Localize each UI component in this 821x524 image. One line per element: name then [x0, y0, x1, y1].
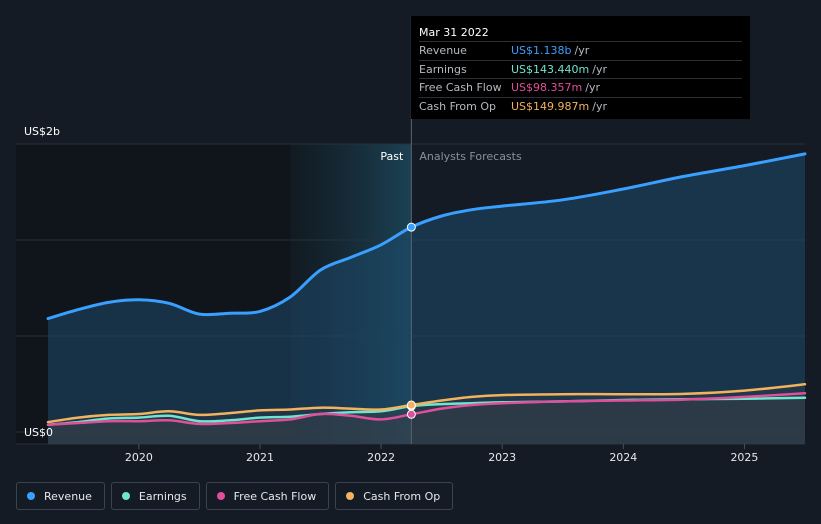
legend-item-cash-from-op[interactable]: Cash From Op [335, 482, 454, 510]
tooltip-unit: /yr [585, 81, 600, 94]
legend-item-free-cash-flow[interactable]: Free Cash Flow [205, 482, 330, 510]
x-tick-label: 2025 [730, 451, 758, 464]
line-revenue [46, 152, 807, 321]
line-cash-from-op [46, 383, 807, 424]
tooltip-row-cash-from-op: Cash From Op US$149.987m /yr [419, 96, 742, 116]
legend-item-earnings[interactable]: Earnings [110, 482, 200, 510]
tooltip-value: US$98.357m [511, 81, 583, 94]
legend-label: Free Cash Flow [233, 489, 317, 503]
forecast-label: Analysts Forecasts [419, 150, 522, 163]
y-tick-label: US$2b [24, 125, 60, 138]
tooltip-row-free-cash-flow: Free Cash Flow US$98.357m /yr [419, 78, 742, 97]
tooltip-label: Cash From Op [419, 99, 497, 113]
legend-label: Revenue [44, 489, 92, 503]
tooltip-label: Free Cash Flow [419, 81, 502, 94]
x-tick-label: 2022 [367, 451, 395, 464]
x-tick-label: 2020 [125, 451, 153, 464]
marker-free-cash-flow [406, 409, 416, 419]
legend: Revenue Earnings Free Cash Flow Cash Fro… [16, 482, 454, 510]
tooltip: Mar 31 2022 Revenue US$1.138b /yr Earnin… [411, 16, 750, 119]
legend-dot-icon [121, 492, 130, 500]
tooltip-row-revenue: Revenue US$1.138b /yr [419, 41, 742, 60]
legend-item-revenue[interactable]: Revenue [16, 482, 105, 510]
tooltip-date: Mar 31 2022 [419, 26, 489, 39]
legend-dot-icon [216, 492, 225, 500]
legend-label: Cash From Op [363, 489, 441, 503]
tooltip-row-earnings: Earnings US$143.440m /yr [419, 59, 742, 79]
x-tick-label: 2021 [246, 451, 274, 464]
area-free-cash-flow [48, 393, 805, 444]
tooltip-value: US$1.138b [511, 44, 572, 57]
marker-cash-from-op [406, 400, 416, 410]
legend-label: Earnings [138, 489, 187, 503]
x-tick-label: 2024 [609, 451, 637, 464]
tooltip-unit: /yr [574, 44, 590, 57]
tooltip-unit: /yr [592, 62, 607, 76]
past-label: Past [380, 150, 404, 163]
y-tick-label: US$0 [24, 426, 53, 439]
tooltip-label: Earnings [419, 62, 467, 76]
tooltip-value: US$143.440m [511, 62, 590, 76]
area-earnings [48, 397, 805, 444]
tooltip-value: US$149.987m [511, 99, 590, 113]
legend-dot-icon [346, 492, 355, 500]
tooltip-unit: /yr [592, 99, 607, 113]
line-free-cash-flow [46, 392, 807, 427]
x-tick-label: 2023 [488, 451, 516, 464]
marker-revenue [406, 222, 416, 232]
legend-dot-icon [27, 492, 35, 500]
tooltip-label: Revenue [419, 44, 467, 57]
area-revenue [48, 153, 805, 444]
